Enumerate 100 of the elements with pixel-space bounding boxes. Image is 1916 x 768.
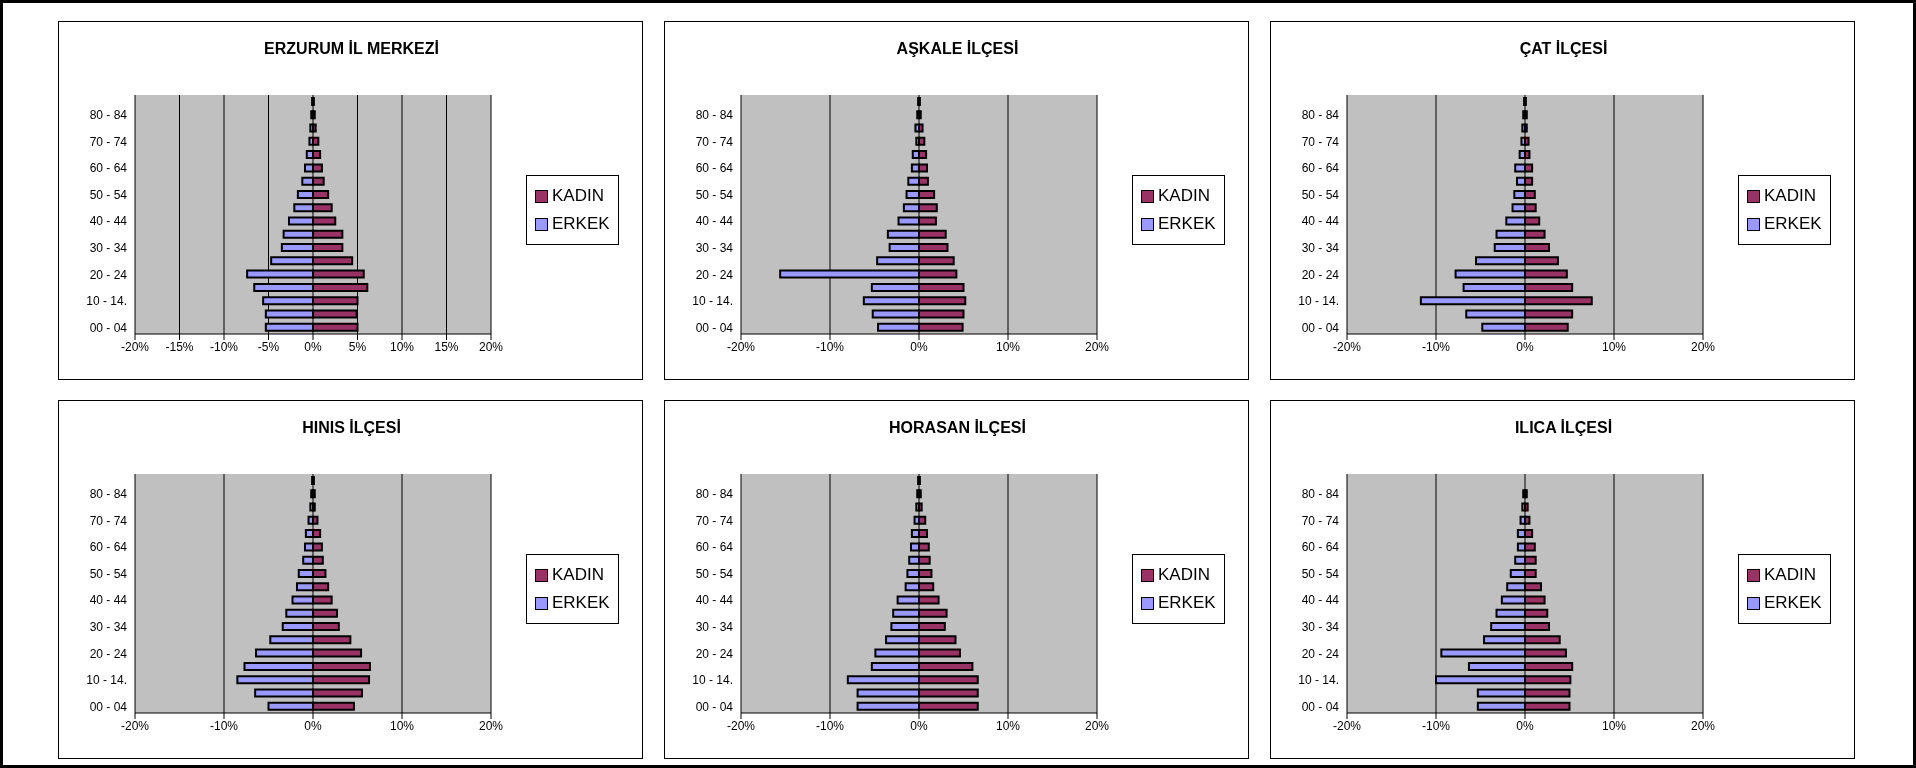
y-tick-label: 40 - 44 xyxy=(695,214,734,229)
y-tick-label: 40 - 44 xyxy=(1301,214,1340,229)
x-tick-label: 0% xyxy=(1516,718,1534,733)
y-tick-label: 00 - 04 xyxy=(89,699,128,714)
x-tick-label: -10% xyxy=(209,718,239,733)
y-tick-label: 10 - 14. xyxy=(86,673,127,688)
x-tick-label: 0% xyxy=(910,718,928,733)
y-tick-label: 80 - 84 xyxy=(695,487,734,502)
y-tick-label: 50 - 54 xyxy=(695,187,734,202)
x-tick-label: -20% xyxy=(726,718,756,733)
x-tick-label: 20% xyxy=(1084,718,1110,733)
x-tick-label: -10% xyxy=(209,339,239,354)
y-tick-label: 30 - 34 xyxy=(89,240,128,255)
x-tick-label: 10% xyxy=(1601,718,1627,733)
x-tick-label: 0% xyxy=(1516,339,1534,354)
y-tick-label: 70 - 74 xyxy=(695,134,734,149)
y-tick-label: 20 - 24 xyxy=(695,646,734,661)
legend-label: ERKEK xyxy=(1158,592,1216,614)
y-tick-label: 30 - 34 xyxy=(695,619,734,634)
y-tick-label: 80 - 84 xyxy=(1301,108,1340,123)
x-tick-label: 20% xyxy=(1690,718,1716,733)
y-tick-label: 40 - 44 xyxy=(89,214,128,229)
y-tick-label: 70 - 74 xyxy=(1301,513,1340,528)
y-tick-label: 20 - 24 xyxy=(89,267,128,282)
y-tick-label: 50 - 54 xyxy=(1301,187,1340,202)
chart-title: HORASAN İLÇESİ xyxy=(888,419,1027,437)
y-tick-label: 50 - 54 xyxy=(89,187,128,202)
legend-label: KADIN xyxy=(1764,185,1816,207)
y-tick-label: 10 - 14. xyxy=(1298,294,1339,309)
legend-label: KADIN xyxy=(1158,564,1210,586)
x-tick-label: 15% xyxy=(434,339,459,354)
y-tick-label: 60 - 64 xyxy=(1301,161,1340,176)
y-tick-label: 10 - 14. xyxy=(692,294,733,309)
y-tick-label: 20 - 24 xyxy=(89,646,128,661)
y-tick-label: 70 - 74 xyxy=(89,513,128,528)
x-tick-label: -20% xyxy=(726,339,756,354)
y-tick-label: 30 - 34 xyxy=(1301,240,1340,255)
legend-label: KADIN xyxy=(552,564,604,586)
x-tick-label: 20% xyxy=(1084,339,1110,354)
x-tick-label: -20% xyxy=(1332,718,1362,733)
y-tick-label: 50 - 54 xyxy=(89,566,128,581)
chart-title: ILICA İLÇESİ xyxy=(1513,419,1614,437)
x-tick-label: 0% xyxy=(304,718,322,733)
chart-title: HINIS İLÇESİ xyxy=(301,419,402,437)
x-tick-label: -20% xyxy=(120,339,150,354)
y-tick-label: 80 - 84 xyxy=(89,108,128,123)
legend-label: ERKEK xyxy=(552,592,610,614)
legend-label: ERKEK xyxy=(1764,592,1822,614)
legend-label: KADIN xyxy=(1764,564,1816,586)
y-tick-label: 00 - 04 xyxy=(89,320,128,335)
x-tick-label: -10% xyxy=(815,339,845,354)
x-tick-label: 20% xyxy=(478,718,504,733)
chart-title: ERZURUM İL MERKEZİ xyxy=(263,40,440,58)
y-tick-label: 00 - 04 xyxy=(695,699,734,714)
x-tick-label: 10% xyxy=(389,718,415,733)
y-tick-label: 30 - 34 xyxy=(89,619,128,634)
x-tick-label: 0% xyxy=(304,339,322,354)
x-tick-label: 20% xyxy=(478,339,504,354)
y-tick-label: 70 - 74 xyxy=(1301,134,1340,149)
x-tick-label: -10% xyxy=(1421,339,1451,354)
y-tick-label: 70 - 74 xyxy=(695,513,734,528)
y-tick-label: 80 - 84 xyxy=(89,487,128,502)
y-tick-label: 80 - 84 xyxy=(695,108,734,123)
x-tick-label: 20% xyxy=(1690,339,1716,354)
chart-title: ÇAT İLÇESİ xyxy=(1518,40,1609,58)
legend-label: ERKEK xyxy=(1764,213,1822,235)
x-tick-label: 5% xyxy=(348,339,367,354)
x-tick-label: -20% xyxy=(120,718,150,733)
y-tick-label: 00 - 04 xyxy=(1301,320,1340,335)
y-tick-label: 10 - 14. xyxy=(1298,673,1339,688)
x-tick-label: -10% xyxy=(1421,718,1451,733)
y-tick-label: 30 - 34 xyxy=(1301,619,1340,634)
y-tick-label: 60 - 64 xyxy=(695,161,734,176)
x-tick-label: -20% xyxy=(1332,339,1362,354)
y-tick-label: 00 - 04 xyxy=(695,320,734,335)
y-tick-label: 30 - 34 xyxy=(695,240,734,255)
y-tick-label: 20 - 24 xyxy=(1301,267,1340,282)
y-tick-label: 50 - 54 xyxy=(695,566,734,581)
y-tick-label: 40 - 44 xyxy=(695,593,734,608)
x-tick-label: -10% xyxy=(815,718,845,733)
y-tick-label: 60 - 64 xyxy=(1301,540,1340,555)
y-tick-label: 70 - 74 xyxy=(89,134,128,149)
y-tick-label: 40 - 44 xyxy=(89,593,128,608)
legend-label: ERKEK xyxy=(552,213,610,235)
y-tick-label: 00 - 04 xyxy=(1301,699,1340,714)
y-tick-label: 10 - 14. xyxy=(86,294,127,309)
legend-label: ERKEK xyxy=(1158,213,1216,235)
y-tick-label: 60 - 64 xyxy=(89,161,128,176)
y-tick-label: 40 - 44 xyxy=(1301,593,1340,608)
y-tick-label: 60 - 64 xyxy=(89,540,128,555)
y-tick-label: 60 - 64 xyxy=(695,540,734,555)
y-tick-label: 10 - 14. xyxy=(692,673,733,688)
legend-label: KADIN xyxy=(552,185,604,207)
x-tick-label: 10% xyxy=(389,339,415,354)
y-tick-label: 20 - 24 xyxy=(695,267,734,282)
y-tick-label: 50 - 54 xyxy=(1301,566,1340,581)
x-tick-label: -5% xyxy=(257,339,280,354)
x-tick-label: 0% xyxy=(910,339,928,354)
x-tick-label: 10% xyxy=(995,339,1021,354)
x-tick-label: 10% xyxy=(995,718,1021,733)
